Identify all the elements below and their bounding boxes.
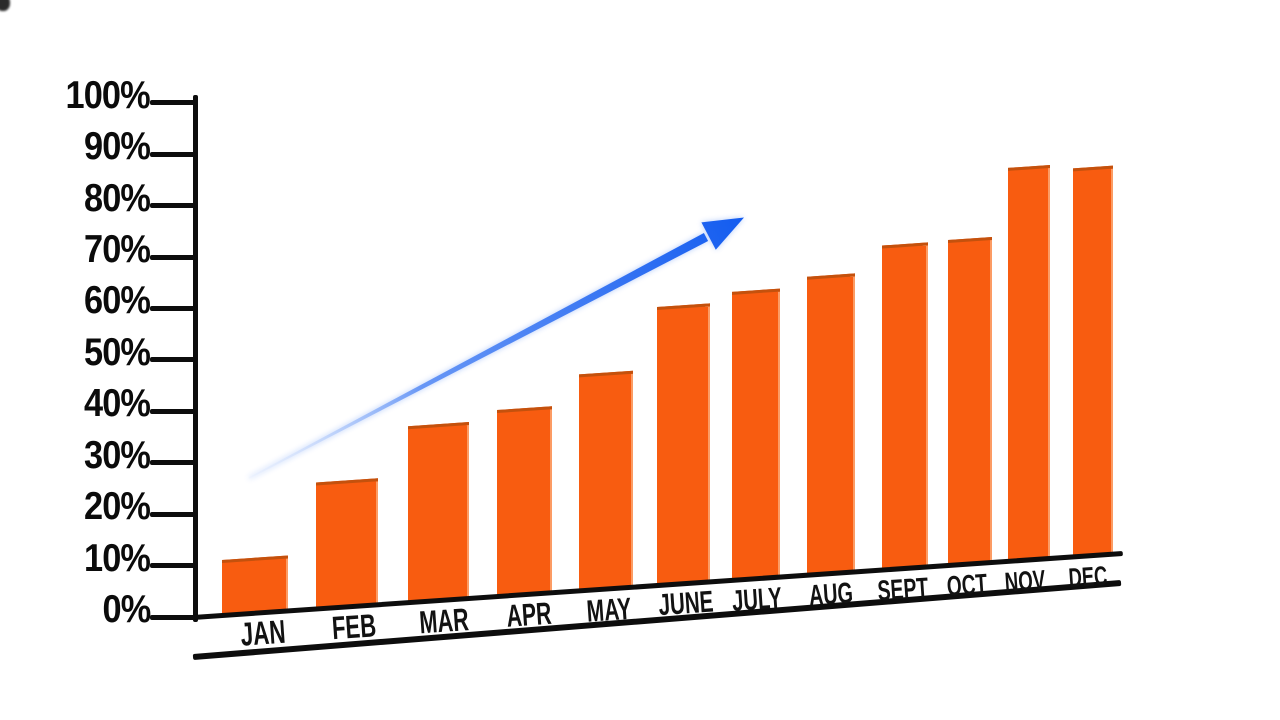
y-tick-70 bbox=[150, 254, 195, 260]
y-tick-40 bbox=[150, 408, 195, 414]
y-tick-20 bbox=[150, 511, 195, 517]
x-label-jan: JAN bbox=[239, 612, 287, 653]
x-label-feb: FEB bbox=[330, 607, 377, 647]
x-label-july: JULY bbox=[730, 581, 783, 618]
y-tick-label-0: 0% bbox=[102, 588, 151, 631]
x-label-nov: NOV bbox=[1003, 564, 1047, 599]
bar-oct bbox=[948, 237, 992, 565]
y-tick-label-10: 10% bbox=[83, 536, 151, 580]
y-tick-80 bbox=[150, 203, 195, 209]
y-tick-label-100: 100% bbox=[65, 73, 151, 117]
bar-may bbox=[579, 370, 633, 591]
x-label-aug: AUG bbox=[807, 576, 854, 612]
bar-apr bbox=[497, 406, 552, 597]
y-tick-100 bbox=[150, 100, 195, 106]
y-tick-label-50: 50% bbox=[83, 330, 151, 374]
y-tick-10 bbox=[150, 563, 195, 569]
y-axis-line bbox=[193, 95, 198, 622]
bar-feb bbox=[316, 478, 378, 609]
x-label-may: MAY bbox=[585, 590, 633, 629]
y-tick-label-90: 90% bbox=[83, 125, 151, 169]
y-tick-label-60: 60% bbox=[83, 279, 151, 323]
corner-artifact bbox=[0, 0, 10, 11]
x-label-dec: DEC bbox=[1067, 560, 1109, 594]
x-label-mar: MAR bbox=[418, 601, 470, 641]
bar-july bbox=[732, 288, 780, 580]
bar-nov bbox=[1008, 165, 1050, 561]
y-tick-label-30: 30% bbox=[83, 433, 151, 477]
x-label-apr: APR bbox=[505, 595, 553, 634]
bar-june bbox=[657, 303, 710, 586]
bar-jan bbox=[222, 555, 288, 616]
bar-dec bbox=[1073, 165, 1113, 557]
bar-aug bbox=[807, 272, 855, 575]
bar-sept bbox=[882, 242, 928, 570]
bar-mar bbox=[408, 421, 469, 603]
x-label-june: JUNE bbox=[656, 585, 714, 623]
x-label-sept: SEPT bbox=[876, 571, 930, 608]
y-tick-50 bbox=[150, 357, 195, 363]
x-label-oct: OCT bbox=[946, 568, 989, 602]
y-tick-60 bbox=[150, 305, 195, 311]
y-tick-label-40: 40% bbox=[83, 382, 151, 426]
y-tick-label-70: 70% bbox=[83, 228, 151, 272]
y-tick-label-20: 20% bbox=[83, 485, 151, 529]
bars-plane bbox=[193, 38, 1133, 617]
y-tick-0 bbox=[150, 614, 195, 620]
y-tick-label-80: 80% bbox=[83, 176, 151, 220]
y-tick-90 bbox=[150, 151, 195, 157]
y-tick-30 bbox=[150, 460, 195, 466]
